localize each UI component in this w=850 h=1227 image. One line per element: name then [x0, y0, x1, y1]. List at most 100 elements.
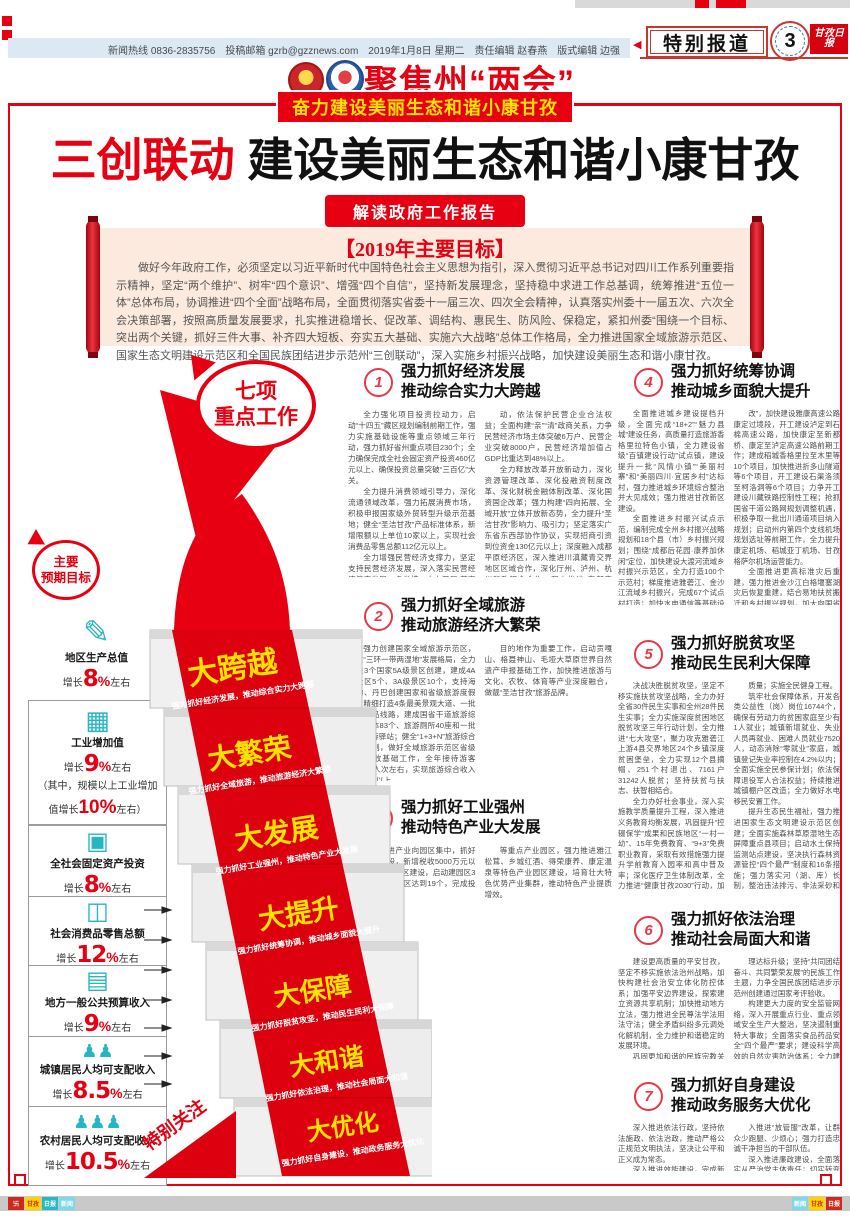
section-7-title-line2: 推动政务服务大优化	[671, 1097, 811, 1115]
section-6-title-line1: 强力抓好依法治理	[671, 911, 796, 928]
section-6-header: 6 强力抓好依法治理 推动社会局面大和谐	[618, 910, 840, 950]
scroll-bar-right	[750, 216, 764, 358]
report-subtitle-text: 解读政府工作报告	[324, 195, 525, 227]
section-2-title-line1: 强力抓好全域旅游	[401, 597, 526, 614]
headline-red-part: 三创联动	[50, 134, 235, 186]
top-edge-red-block	[695, 0, 709, 8]
masthead-info-line: 新闻热线 0836-2835756 投稿邮箱 gzrb@gzznews.com …	[108, 46, 620, 57]
gdp-report-icon: ✎	[83, 614, 110, 650]
badge-underline	[640, 57, 848, 59]
section-5-title-line1: 强力抓好脱贫攻坚	[671, 635, 796, 652]
footer-logo-block: 新闻	[792, 1197, 808, 1210]
target-item-budget: ▤ 地方一般公共预算收入 增长9%左右	[28, 965, 167, 1038]
target-label: 工业增加值	[71, 737, 124, 749]
target-value: 增长9%左右	[63, 751, 132, 777]
section-3-title-line2: 推动特色产业大发展	[401, 819, 541, 837]
target-label: 地区生产总值	[65, 652, 128, 664]
report-subtitle: 解读政府工作报告	[0, 195, 850, 227]
slogan-banner-text: 奋力建设美丽生态和谐小康甘孜	[276, 90, 574, 124]
target-value: 增长8%左右	[62, 666, 131, 692]
frame-right	[840, 104, 842, 1184]
section-7-body: 深入推进依法行政，坚持依法施政、依法治政，推动严格公正规范文明执法，坚决让公平和…	[618, 1123, 840, 1172]
target-connector-arrows	[144, 906, 173, 1088]
section-2-header: 2 强力抓好全域旅游 推动旅游经济大繁荣	[348, 596, 612, 636]
section-5-title-line2: 推动民生民利大保障	[671, 655, 811, 673]
frame-left	[8, 104, 10, 1184]
target-value: 增长10.5%左右	[44, 1149, 151, 1175]
scroll-bar-left	[86, 216, 100, 358]
seven-tasks-line1: 七项	[235, 379, 277, 403]
target-item-retail: ◫ 社会消费品零售总额 增长12%左右	[28, 896, 167, 968]
headline-black-part: 建设美丽生态和谐小康甘孜	[247, 134, 800, 186]
footer-logo-block: 日报	[42, 1197, 58, 1210]
section-badge: 特别报道	[646, 26, 768, 58]
target-item-gdp: ✎ 地区生产总值 增长8%左右	[28, 608, 165, 698]
section-4-title-line2: 推动城乡面貌大提升	[671, 383, 811, 401]
page-number: 3	[775, 26, 805, 56]
targets-badge-line1: 主要	[53, 554, 79, 569]
target-item-investment: ▣ 全社会固定资产投资 增长8%左右	[28, 825, 167, 898]
section-badge-label: 特别报道	[662, 33, 751, 55]
target-value: 增长12%左右	[56, 942, 139, 968]
seven-tasks-line2: 重点工作	[214, 406, 298, 429]
pointer-left-icon: ◀	[633, 39, 642, 51]
section-2: 2 强力抓好全域旅游 推动旅游经济大繁荣 强力创建国家全域旅游示范区，构建“三环…	[348, 596, 612, 794]
frame-bottom	[8, 1184, 842, 1186]
slogan-banner: 奋力建设美丽生态和谐小康甘孜	[0, 90, 850, 124]
section-5: 5 强力抓好脱贫攻坚 推动民生民利大保障 决战决胜脱贫攻坚，坚定不移实施扶贫攻坚…	[618, 634, 840, 904]
section-5-header: 5 强力抓好脱贫攻坚 推动民生民利大保障	[618, 634, 840, 674]
target-label: 城镇居民人均可支配收入	[39, 1064, 156, 1076]
red-carpet	[172, 630, 410, 1176]
target-note: （其中，规模以上工业增加值增长10%左右）	[37, 781, 158, 818]
top-edge-red-block	[716, 0, 746, 8]
special-focus-triangle	[144, 1111, 236, 1178]
section-6-body: 建设更高质量的平安甘孜，坚定不移实施依法治州战略，加快构建社会治安立体化防控体系…	[618, 957, 840, 1060]
target-value: 增长8.5%左右	[52, 1078, 143, 1104]
main-headline: 三创联动 建设美丽生态和谐小康甘孜	[0, 124, 850, 190]
target-label: 农村居民人均可支配收入	[39, 1135, 156, 1147]
section-4-number-badge: 4	[634, 367, 663, 397]
arrow-tip-icon	[23, 528, 45, 553]
footer-logos-left: 卐 甘孜 日报 新闻	[8, 1197, 75, 1210]
target-label: 社会消费品零售总额	[50, 928, 145, 940]
page-number-seal: 3	[770, 21, 810, 61]
target-item-urban-income: ♟♟ 城镇居民人均可支配收入 增长8.5%左右	[28, 1036, 167, 1108]
target-item-rural-income: ♟♟♟ 农村居民人均可支配收入 增长10.5%左右	[28, 1106, 167, 1186]
footer-logo-block: 甘孜	[25, 1197, 41, 1210]
section-7-header: 7 强力抓好自身建设 推动政务服务大优化	[618, 1076, 840, 1116]
section-7-title-line1: 强力抓好自身建设	[671, 1077, 796, 1094]
top-edge-strip	[575, 0, 850, 8]
section-7-number-badge: 7	[634, 1081, 663, 1111]
footer-logo-block: 新闻	[59, 1197, 75, 1210]
section-1-body: 全力强化项目投资拉动力，启动“十四五”藏区规划编制前期工作，强力实施基础设施等重…	[348, 410, 612, 577]
section-1-number-badge: 1	[364, 367, 393, 397]
section-4-title-line1: 强力抓好统筹协调	[671, 363, 796, 380]
section-3-title-line1: 强力抓好工业强州	[401, 799, 526, 816]
target-item-industry: ▦ 工业增加值 增长9%左右 （其中，规模以上工业增加值增长10%左右）	[28, 700, 167, 825]
section-6-number-badge: 6	[634, 915, 663, 945]
frame-corner-right	[820, 1174, 832, 1186]
section-1-header: 1 强力抓好经济发展 推动综合实力大跨越	[348, 362, 612, 402]
investment-icon: ▣	[86, 828, 109, 855]
footer-logo-block: 卐	[8, 1197, 24, 1210]
urban-residents-icon: ♟♟	[81, 1041, 114, 1061]
section-2-number-badge: 2	[364, 601, 393, 631]
section-4-header: 4 强力抓好统筹协调 推动城乡面貌大提升	[618, 362, 840, 402]
target-label: 全社会固定资产投资	[50, 858, 145, 870]
footer-logos-right: 新闻 甘孜 日报	[792, 1197, 842, 1210]
goals-box: 【2019年主要目标】 做好今年政府工作，必须坚定以习近平新时代中国特色社会主义…	[100, 228, 750, 362]
top-left-corner-marks	[2, 16, 14, 42]
footer-logo-block: 甘孜	[809, 1197, 825, 1210]
section-5-body: 决战决胜脱贫攻坚，坚定不移实施扶贫攻坚战略，全力办好全省30件民生实事和全州28…	[618, 681, 840, 891]
target-value: 增长9%左右	[63, 1011, 132, 1037]
target-value: 增长8%左右	[63, 872, 132, 898]
retail-icon: ◫	[86, 898, 109, 925]
footer-bar: 卐 甘孜 日报 新闻 新闻 甘孜 日报	[0, 1196, 850, 1211]
paper-logo: 甘孜日报	[810, 24, 848, 54]
calculator-icon: ▦	[85, 705, 110, 735]
section-4: 4 强力抓好统筹协调 推动城乡面貌大提升 全面推进城乡建设提档升级，全面完成“1…	[618, 362, 840, 618]
main-targets-badge: 主要 预期目标	[23, 528, 100, 600]
footer-logo-block: 日报	[826, 1197, 842, 1210]
section-4-body: 全面推进城乡建设提档升级，全面完成“18+2”“魅力县城”建设任务，高质量打造旅…	[618, 409, 840, 606]
